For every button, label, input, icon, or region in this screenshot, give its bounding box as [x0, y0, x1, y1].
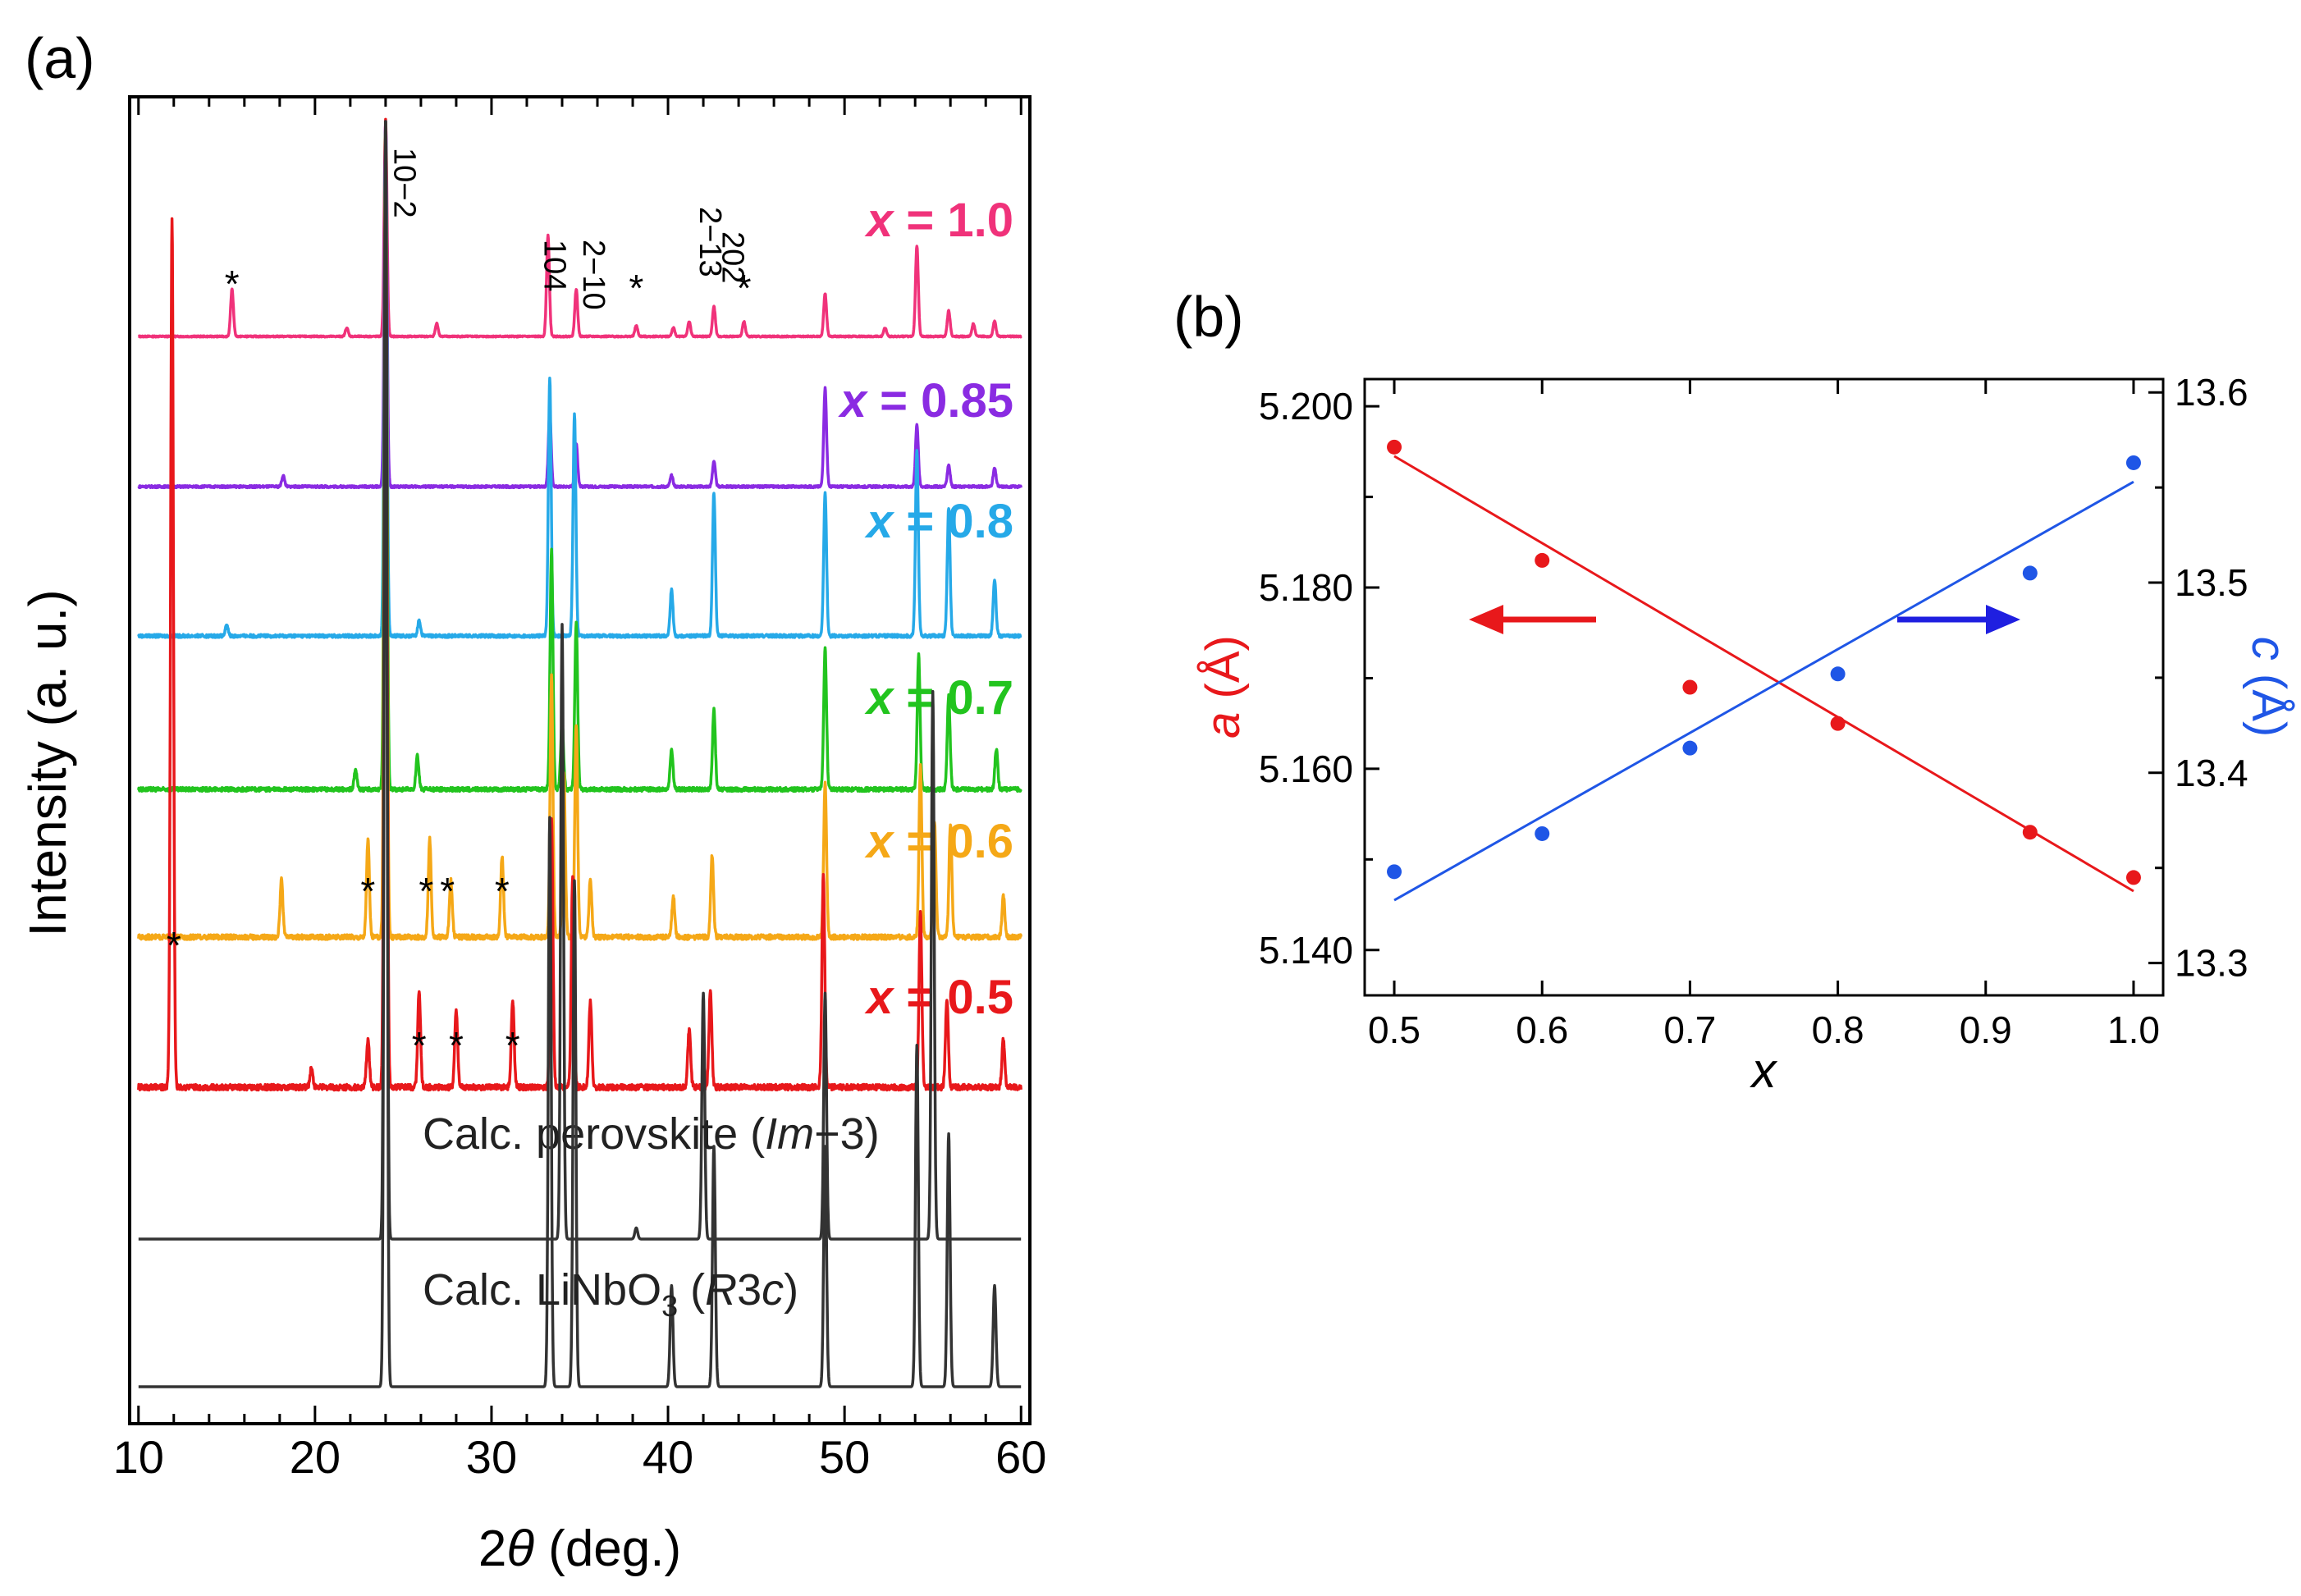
panel-b: (b) 0.5 0.6 0.7 0.8 0.9 1.0 5.140 5.160 5.180 5.20… — [1173, 285, 2295, 1098]
y-tick-label-left: 5.180 — [1259, 566, 1353, 609]
y-axis-title-right: c (Å) — [2242, 637, 2295, 737]
impurity-asterisk: * — [225, 263, 240, 305]
data-point-a — [2022, 825, 2038, 840]
miller-index-label: 202 — [716, 231, 750, 283]
fit-line-a — [1393, 455, 2134, 893]
data-point-a — [1535, 552, 1550, 568]
impurity-asterisk: * — [167, 924, 181, 967]
x-tick-label: 50 — [819, 1431, 870, 1483]
plot-frame-b — [1363, 377, 2165, 997]
series-label-7: Calc. LiNbO3 (R3c) — [423, 1265, 798, 1323]
miller-index-label: 2−13 — [693, 207, 727, 277]
x-axis-title-a: 2θ (deg.) — [478, 1521, 681, 1577]
series-label-4: x = 0.6 — [864, 815, 1013, 868]
data-point-c — [2125, 455, 2141, 470]
impurity-asterisk: * — [360, 870, 375, 912]
series-label-2: x = 0.8 — [864, 495, 1013, 548]
miller-index-label: 104 — [537, 240, 571, 291]
series-label-5: x = 0.5 — [864, 971, 1013, 1024]
data-point-a — [2125, 870, 2141, 885]
series-label-0: x = 1.0 — [864, 194, 1013, 247]
arrow-right-head — [1986, 605, 2020, 634]
arrow-left-head — [1469, 605, 1503, 634]
impurity-asterisk: * — [629, 267, 643, 309]
panel-label-a: (a) — [25, 26, 95, 90]
impurity-asterisk: * — [449, 1024, 464, 1067]
data-point-a — [1387, 439, 1402, 455]
y-tick-label-left: 5.140 — [1259, 929, 1353, 972]
y-tick-label-right: 13.4 — [2175, 752, 2248, 794]
pattern-line-7 — [137, 120, 1022, 1388]
impurity-asterisk: * — [737, 267, 752, 309]
data-point-a — [1682, 679, 1698, 695]
data-point-c — [2022, 565, 2038, 581]
pattern-line-5 — [137, 117, 1022, 1092]
x-tick-label: 40 — [643, 1431, 693, 1483]
x-tick-label: 30 — [466, 1431, 517, 1483]
x-tick-label-b: 0.6 — [1516, 1008, 1568, 1051]
pattern-line-0 — [137, 120, 1022, 339]
fit-line-c — [1393, 480, 2134, 902]
pattern-line-3 — [137, 120, 1022, 793]
series-label-1: x = 0.85 — [838, 374, 1013, 428]
pattern-line-4 — [137, 121, 1022, 941]
x-tick-label-b: 0.8 — [1812, 1008, 1864, 1051]
series-label-3: x = 0.7 — [864, 671, 1013, 725]
y-tick-label-left: 5.200 — [1259, 385, 1353, 428]
impurity-asterisk: * — [505, 1024, 520, 1067]
series-label-6: Calc. perovskite (Im−3) — [423, 1109, 880, 1159]
impurity-asterisk: * — [412, 1024, 427, 1067]
pattern-line-1 — [137, 119, 1022, 490]
y-axis-title-a: Intensity (a. u.) — [18, 589, 77, 936]
pattern-line-2 — [137, 119, 1022, 639]
impurity-asterisk: * — [495, 870, 510, 912]
impurity-asterisk: * — [419, 870, 433, 912]
data-point-c — [1387, 864, 1402, 880]
panel-label-b: (b) — [1173, 285, 1244, 349]
x-tick-label-b: 0.5 — [1368, 1008, 1420, 1051]
impurity-asterisk: * — [440, 870, 455, 912]
x-tick-label-b: 0.9 — [1960, 1008, 2012, 1051]
plot-frame-a — [128, 95, 1032, 1425]
x-tick-label: 10 — [113, 1431, 164, 1483]
x-tick-label-b: 1.0 — [2107, 1008, 2160, 1051]
x-tick-label: 60 — [995, 1431, 1046, 1483]
x-tick-label: 20 — [290, 1431, 341, 1483]
data-point-c — [1830, 666, 1846, 682]
data-point-a — [1830, 716, 1846, 731]
x-tick-label-b: 0.7 — [1663, 1008, 1716, 1051]
y-tick-label-left: 5.160 — [1259, 748, 1353, 790]
y-tick-label-right: 13.6 — [2175, 371, 2248, 414]
data-point-c — [1535, 825, 1550, 841]
data-point-c — [1682, 740, 1698, 756]
panel-a: (a) x = 1.0 x = 0.85 x = 0.8 x = 0.7 x = 0.6 x… — [18, 26, 1046, 1577]
y-axis-title-left: a (Å) — [1196, 635, 1250, 739]
miller-index-label: 2−10 — [576, 240, 611, 310]
y-tick-label-right: 13.3 — [2175, 942, 2248, 985]
x-axis-title-b: x — [1750, 1043, 1778, 1098]
miller-index-label: 10−2 — [387, 148, 422, 218]
y-tick-label-right: 13.5 — [2175, 561, 2248, 604]
pattern-line-6 — [137, 120, 1022, 1241]
